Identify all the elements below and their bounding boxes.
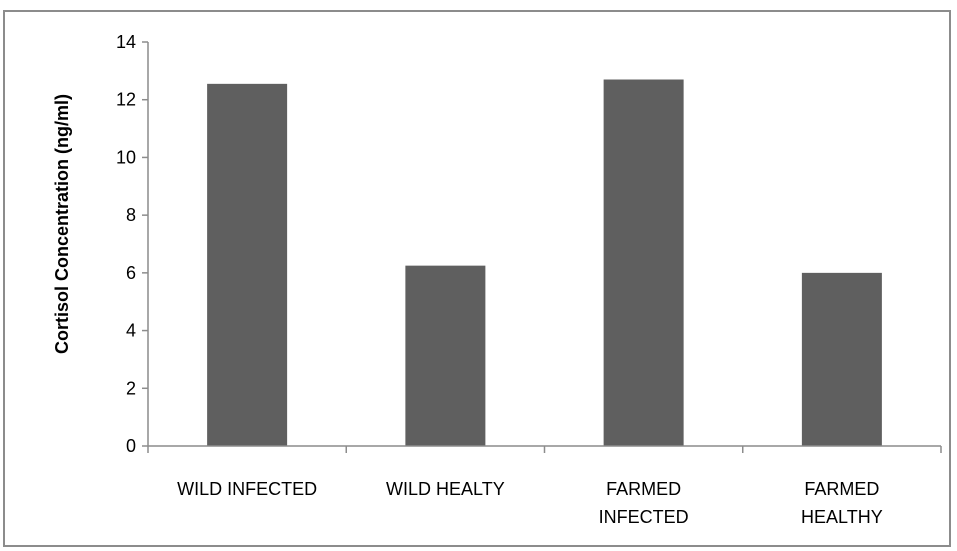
- bar-3: [801, 272, 882, 446]
- bar-1: [405, 265, 486, 446]
- x-category-labels: WILD INFECTED WILD HEALTY FARMED INFECTED FA…: [177, 479, 883, 527]
- y-tick-labels: 0 2 4 6 8 10 12 14: [116, 32, 136, 456]
- bar-0: [207, 83, 288, 446]
- bar-2: [603, 79, 684, 446]
- x-category-label-0: WILD INFECTED: [177, 479, 317, 499]
- y-tick-label-7: 14: [116, 32, 136, 52]
- y-axis-title: Cortisol Concentration (ng/ml): [52, 94, 72, 354]
- y-tick-label-3: 6: [126, 263, 136, 283]
- y-tick-label-5: 10: [116, 147, 136, 167]
- y-tick-label-2: 4: [126, 321, 136, 341]
- x-category-label-3: FARMED HEALTHY: [801, 479, 883, 527]
- axes: [142, 41, 942, 453]
- y-tick-label-0: 0: [126, 436, 136, 456]
- y-tick-label-1: 2: [126, 378, 136, 398]
- y-tick-label-6: 12: [116, 90, 136, 110]
- x-category-label-1: WILD HEALTY: [386, 479, 505, 499]
- x-category-label-2: FARMED INFECTED: [599, 479, 689, 527]
- y-tick-label-4: 8: [126, 205, 136, 225]
- bars: [207, 79, 882, 446]
